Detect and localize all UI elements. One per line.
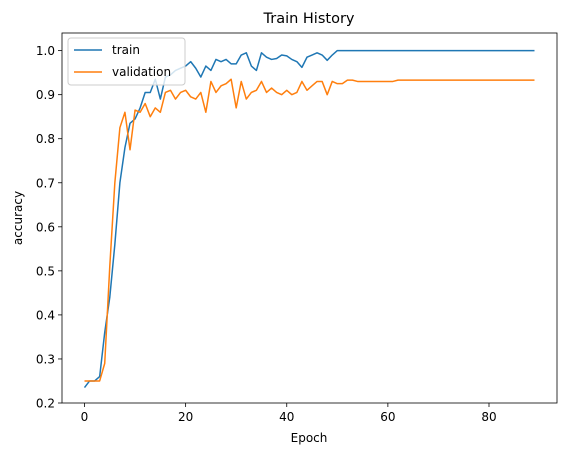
plot-frame [61, 32, 558, 404]
x-tick-label: 20 [178, 410, 193, 424]
x-axis-ticks: 0 20 40 60 80 [81, 403, 497, 424]
y-tick-label: 0.7 [36, 176, 55, 190]
x-tick-label: 60 [380, 410, 395, 424]
y-axis-label: accuracy [11, 191, 25, 245]
y-tick-label: 0.8 [36, 132, 55, 146]
y-tick-label: 0.9 [36, 88, 55, 102]
x-axis-label: Epoch [291, 431, 328, 445]
y-tick-label: 0.6 [36, 220, 55, 234]
y-tick-label: 1.0 [36, 44, 55, 58]
legend: train validation [67, 37, 186, 86]
y-axis-ticks: 0.2 0.3 0.4 0.5 0.6 0.7 0.8 0.9 1.0 [36, 44, 62, 411]
legend-label-validation: validation [112, 65, 171, 79]
series-line-train [83, 49, 535, 389]
y-tick-label: 0.3 [36, 352, 55, 366]
y-tick-label: 0.5 [36, 264, 55, 278]
x-tick-label: 0 [81, 410, 89, 424]
chart-title: Train History [263, 11, 355, 27]
y-tick-label: 0.4 [36, 308, 55, 322]
series-line-validation [84, 78, 535, 382]
x-tick-label: 80 [481, 410, 496, 424]
plot-lines [83, 49, 535, 389]
y-tick-label: 0.2 [36, 397, 55, 411]
legend-label-train: train [112, 43, 140, 57]
x-tick-label: 40 [279, 410, 294, 424]
